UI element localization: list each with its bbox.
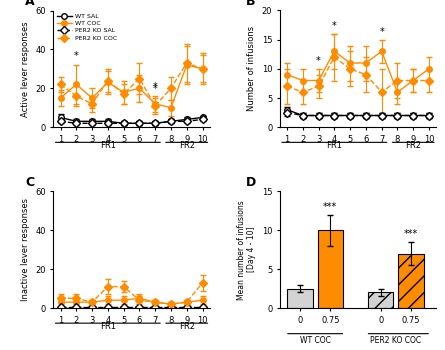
Text: FR1: FR1 (100, 322, 116, 331)
Y-axis label: Inactive lever responses: Inactive lever responses (20, 198, 29, 301)
Bar (368, 293, 393, 308)
Text: FR2: FR2 (405, 141, 421, 150)
Text: *: * (153, 84, 158, 94)
Text: *: * (379, 27, 384, 37)
Text: C: C (25, 175, 34, 189)
Text: WT COC: WT COC (300, 336, 331, 345)
Bar (398, 253, 424, 308)
Text: D: D (246, 175, 256, 189)
Bar (287, 288, 313, 308)
Text: FR1: FR1 (100, 141, 116, 150)
Text: A: A (25, 0, 35, 8)
Text: ***: *** (404, 229, 418, 239)
Text: *: * (153, 82, 158, 92)
Text: PER2 KO COC: PER2 KO COC (370, 336, 421, 345)
Text: *: * (316, 56, 321, 66)
Text: FR2: FR2 (179, 322, 195, 331)
Text: FR2: FR2 (179, 141, 195, 150)
Text: *: * (332, 21, 337, 31)
Text: FR1: FR1 (326, 141, 342, 150)
Y-axis label: Number of infusions: Number of infusions (247, 26, 256, 111)
Y-axis label: Active lever responses: Active lever responses (20, 21, 29, 117)
Text: B: B (246, 0, 255, 8)
Legend: WT SAL, WT COC, PER2 KO SAL, PER2 KO COC: WT SAL, WT COC, PER2 KO SAL, PER2 KO COC (57, 14, 117, 41)
Text: *: * (74, 51, 79, 61)
Y-axis label: Mean number of infusions
[Day 4 - 10]: Mean number of infusions [Day 4 - 10] (237, 200, 256, 300)
Bar (318, 230, 343, 308)
Text: ***: *** (323, 202, 337, 211)
